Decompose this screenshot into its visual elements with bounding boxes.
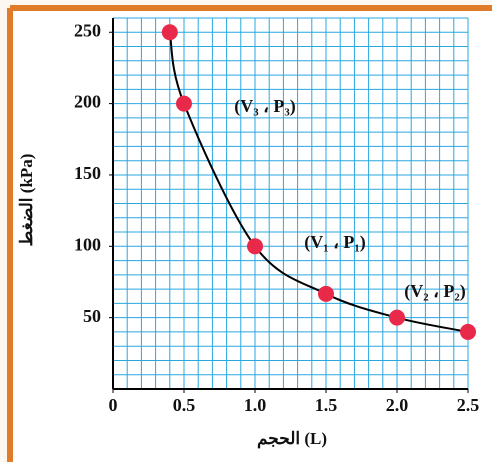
y-tick-label: 100 (74, 234, 101, 254)
annotation: (V₂ ، P₂) (404, 281, 466, 302)
x-tick-label: 1.5 (315, 395, 338, 415)
x-tick-label: 0.5 (173, 395, 196, 415)
data-point (247, 238, 263, 254)
chart: الحجم (L) الضغط (kPa) 0 0.5 1.0 1.5 2.0 2.5 50… (0, 0, 492, 462)
data-point (389, 310, 405, 326)
x-tick-label: 2.5 (457, 395, 480, 415)
annotation: (V₁ ، P₁) (304, 232, 366, 253)
y-tick-label: 150 (74, 163, 101, 183)
x-axis-title: الحجم (L) (257, 429, 327, 449)
y-tick-label: 50 (83, 306, 101, 326)
data-point (318, 286, 334, 302)
x-tick-label: 1.0 (244, 395, 267, 415)
annotation: (V₃ ، P₃) (234, 96, 296, 117)
page: {"chart_data":{"type":"scatter","x_label… (0, 0, 492, 462)
data-point (460, 324, 476, 340)
y-tick-label: 200 (74, 92, 101, 112)
data-point (176, 96, 192, 112)
data-point (162, 24, 178, 40)
x-tick-label: 2.0 (386, 395, 409, 415)
y-axis-title: الضغط (kPa) (17, 154, 36, 247)
x-tick-label: 0 (109, 395, 118, 415)
y-tick-label: 250 (74, 20, 101, 40)
